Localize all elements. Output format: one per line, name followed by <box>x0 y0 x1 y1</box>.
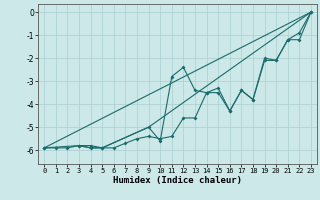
X-axis label: Humidex (Indice chaleur): Humidex (Indice chaleur) <box>113 176 242 185</box>
